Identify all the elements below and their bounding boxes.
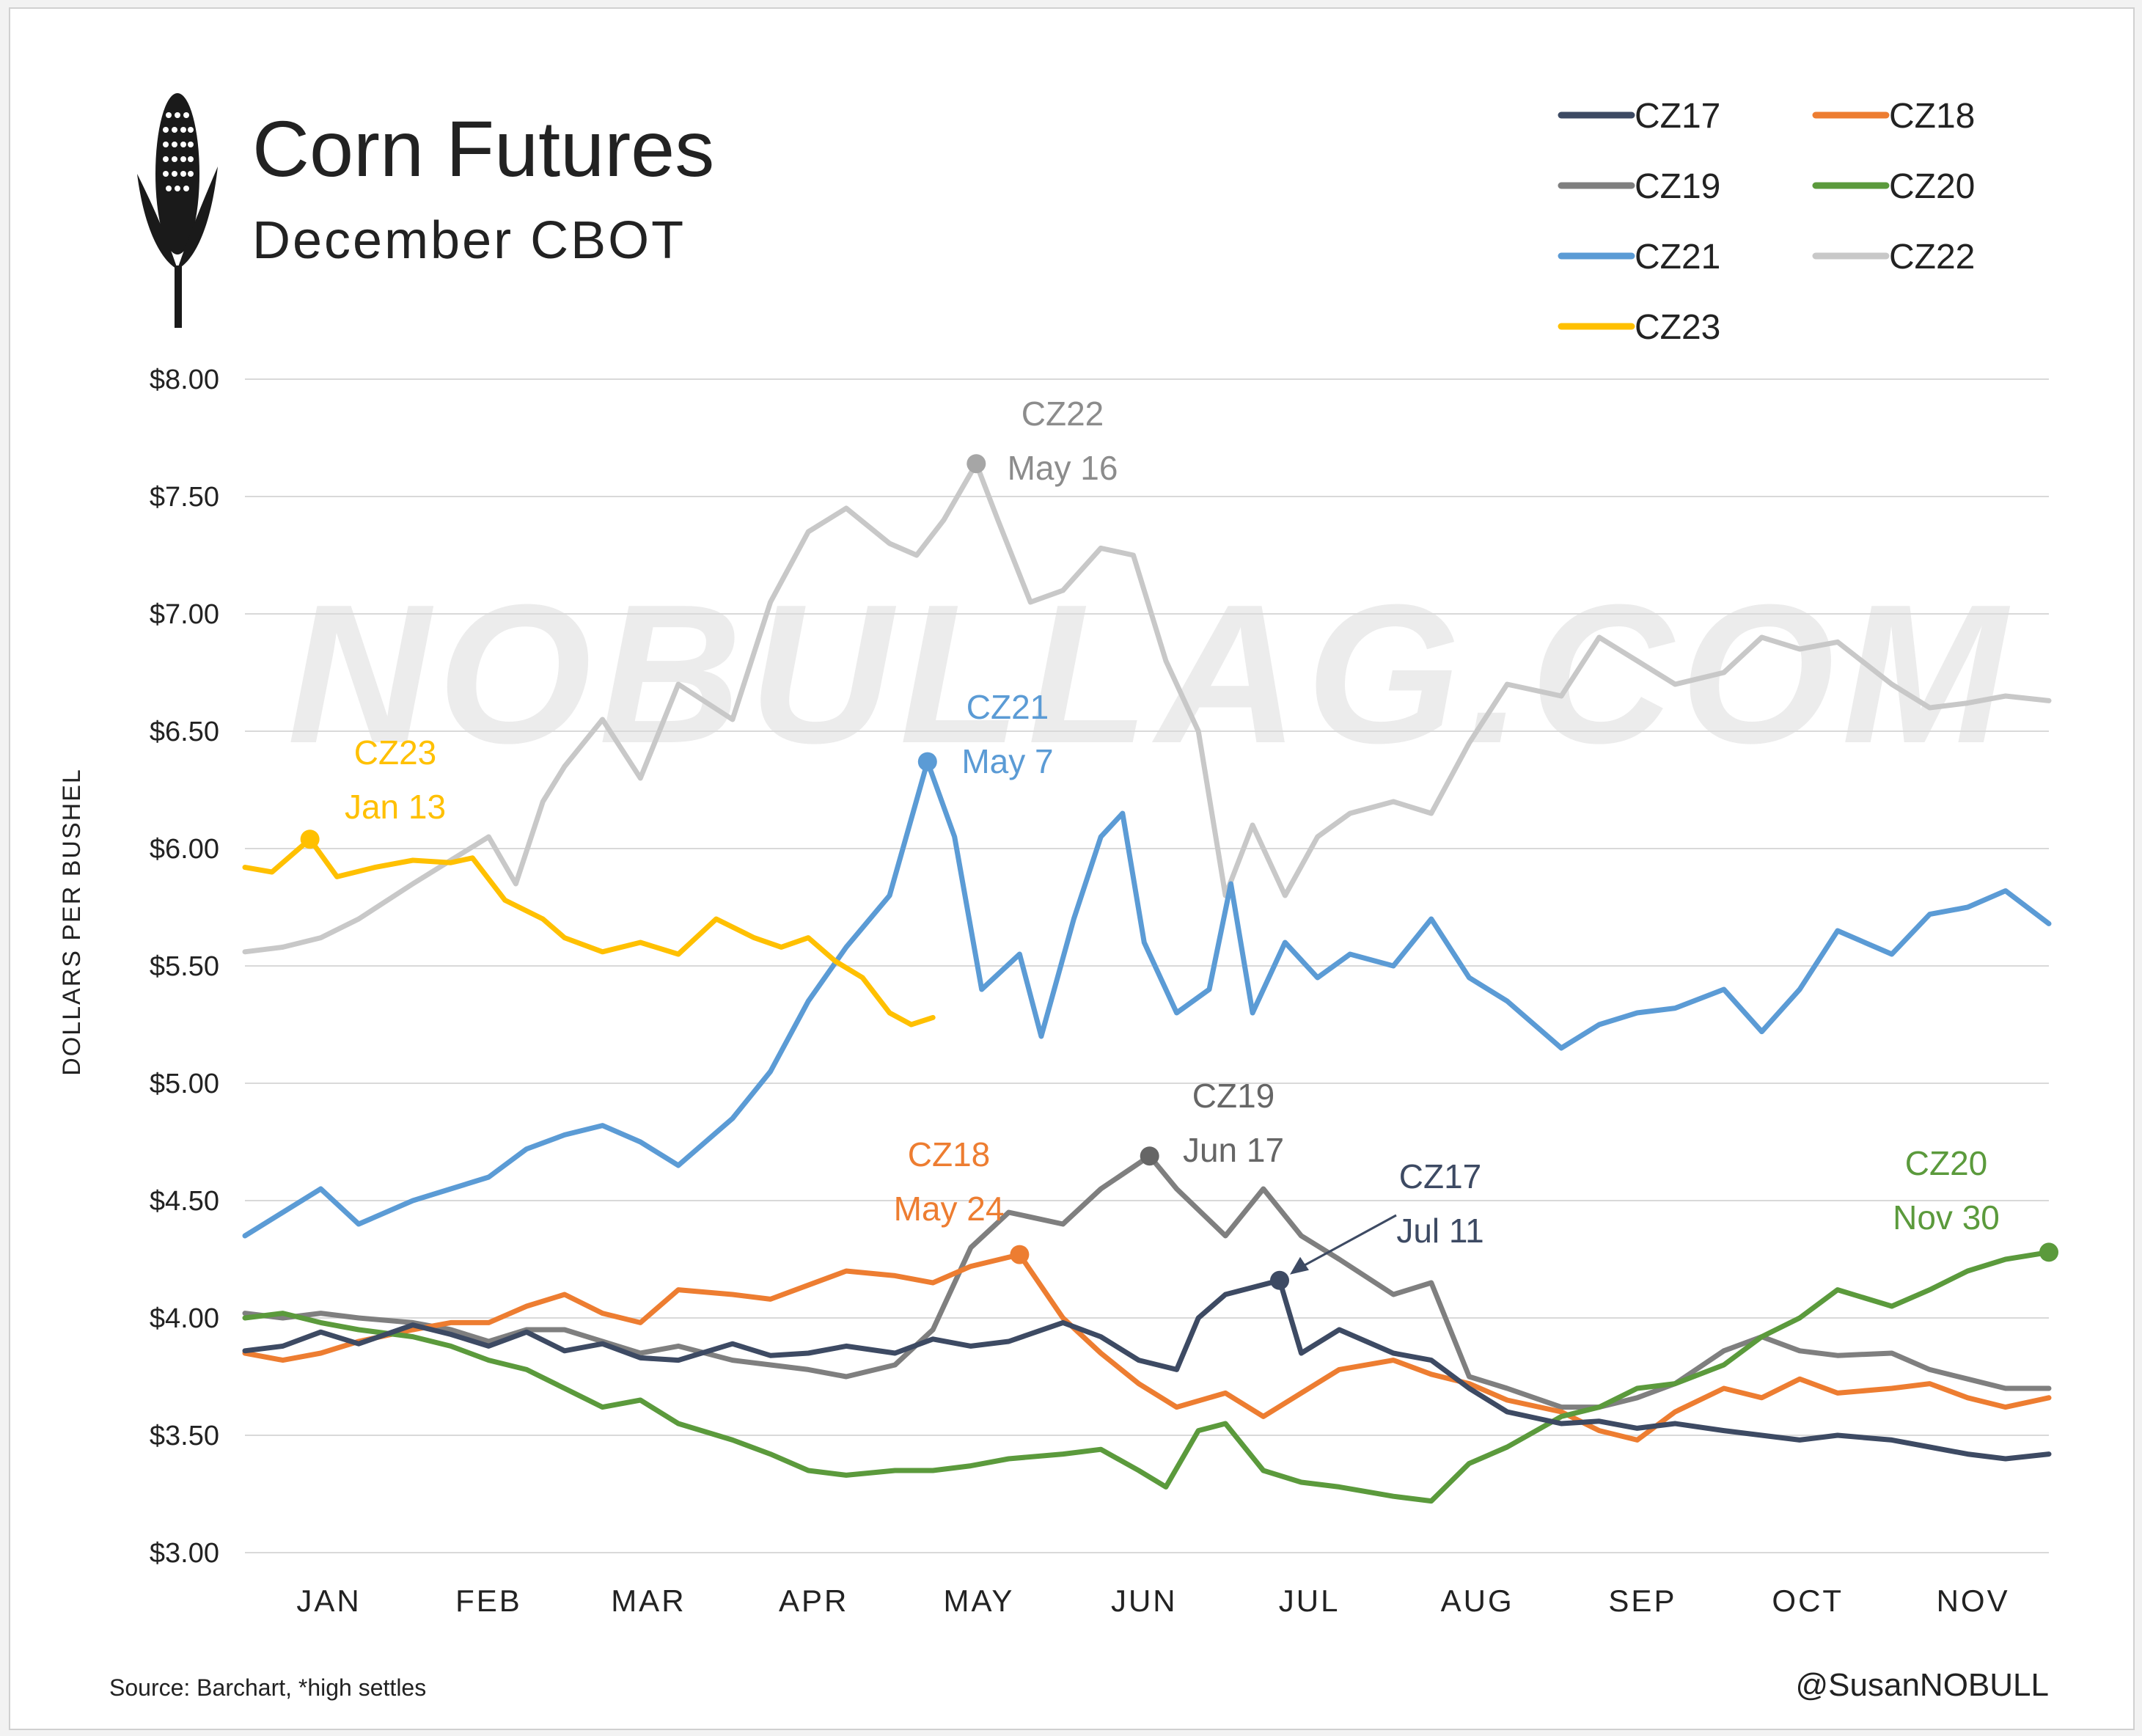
legend-label-cz23: CZ23 [1635,308,1720,347]
x-tick-label: AUG [1441,1583,1514,1618]
x-tick-label: MAY [944,1583,1015,1618]
x-axis: JAN FEB MAR APR MAY JUN JUL AUG SEP OCT NOV [296,1583,2010,1618]
legend-label-cz19: CZ19 [1635,167,1720,206]
y-tick-label: $7.50 [150,482,219,513]
chart-canvas: NOBULLAG.COM Corn Futures December CBOT … [58,93,2058,1703]
y-tick-label: $8.00 [150,365,219,395]
peak-marker-cz17 [1269,1270,1289,1290]
series-line-cz20 [242,1249,2052,1504]
annotation-date-label: May 16 [1008,449,1118,487]
author-handle: @SusanNOBULL [1796,1667,2050,1703]
y-tick-label: $3.00 [150,1538,219,1569]
legend-label-cz21: CZ21 [1635,238,1720,276]
annotation-date-label: Jun 17 [1183,1131,1284,1169]
y-tick-label: $3.50 [150,1421,219,1451]
corn-icon [137,93,218,328]
chart-subtitle: December CBOT [252,211,686,270]
series-line-cz22 [242,461,2052,955]
y-tick-label: $7.00 [150,599,219,630]
peak-marker-cz23 [300,829,320,849]
chart-title: Corn Futures [252,104,714,193]
x-tick-label: NOV [1937,1583,2010,1618]
peak-marker-cz20 [2039,1242,2058,1262]
peak-marker-cz22 [967,454,986,474]
legend-label-cz17: CZ17 [1635,97,1720,136]
y-tick-label: $4.00 [150,1303,219,1334]
series-line-cz21 [242,759,2052,1239]
y-tick-label: $4.50 [150,1186,219,1217]
y-tick-label: $5.00 [150,1069,219,1099]
x-tick-label: SEP [1608,1583,1676,1618]
y-tick-label: $6.00 [150,834,219,865]
annotation-series-label: CZ19 [1192,1077,1274,1115]
annotation-series-label: CZ23 [354,733,436,772]
y-axis-label: DOLLARS PER BUSHEL [58,768,86,1076]
x-tick-label: MAR [611,1583,686,1618]
legend-label-cz20: CZ20 [1889,167,1975,206]
annotation-series-label: CZ17 [1399,1157,1481,1195]
legend: CZ17 CZ18 CZ19 CZ20 CZ21 CZ22 CZ23 [1558,97,1975,347]
series-line-cz23 [242,836,936,1028]
annotation-series-label: CZ20 [1905,1144,1987,1182]
annotation-date-label: May 7 [961,742,1053,780]
series-line-cz18 [242,1252,2052,1443]
x-tick-label: OCT [1772,1583,1844,1618]
annotation-date-label: May 24 [894,1190,1005,1228]
y-tick-label: $5.50 [150,951,219,982]
legend-label-cz22: CZ22 [1889,238,1975,276]
annotation-arrow [1292,1214,1397,1273]
y-axis: $3.00 $3.50 $4.00 $4.50 $5.00 $5.50 $6.00 $6.50… [150,365,219,1569]
y-tick-label: $6.50 [150,717,219,747]
annotation-date-label: Jan 13 [345,788,446,826]
peak-marker-cz19 [1140,1146,1159,1166]
annotation-series-label: CZ18 [908,1135,990,1173]
watermark: NOBULLAG.COM [287,564,2014,785]
annotation-date-label: Nov 30 [1893,1198,2000,1237]
annotation-date-label: Jul 11 [1396,1212,1483,1250]
annotation-arrowhead [1289,1256,1309,1275]
x-tick-label: JAN [296,1583,361,1618]
annotation-series-label: CZ21 [967,688,1049,726]
peak-marker-cz21 [917,752,937,772]
x-tick-label: APR [779,1583,848,1618]
source-note: Source: Barchart, *high settles [109,1674,426,1701]
annotations: CZ22 May 16 CZ21 May 7 CZ23 Jan 13 CZ19 Jun 17 C… [300,395,2058,1290]
chart-card: NOBULLAG.COM Corn Futures December CBOT … [9,7,2135,1730]
x-tick-label: FEB [455,1583,522,1618]
grid [245,378,2049,1553]
peak-marker-cz18 [1010,1245,1030,1264]
x-tick-label: JUL [1279,1583,1340,1618]
x-tick-label: JUN [1111,1583,1178,1618]
annotation-series-label: CZ22 [1022,395,1104,433]
series-line-cz17 [242,1278,2052,1462]
legend-label-cz18: CZ18 [1889,97,1975,136]
